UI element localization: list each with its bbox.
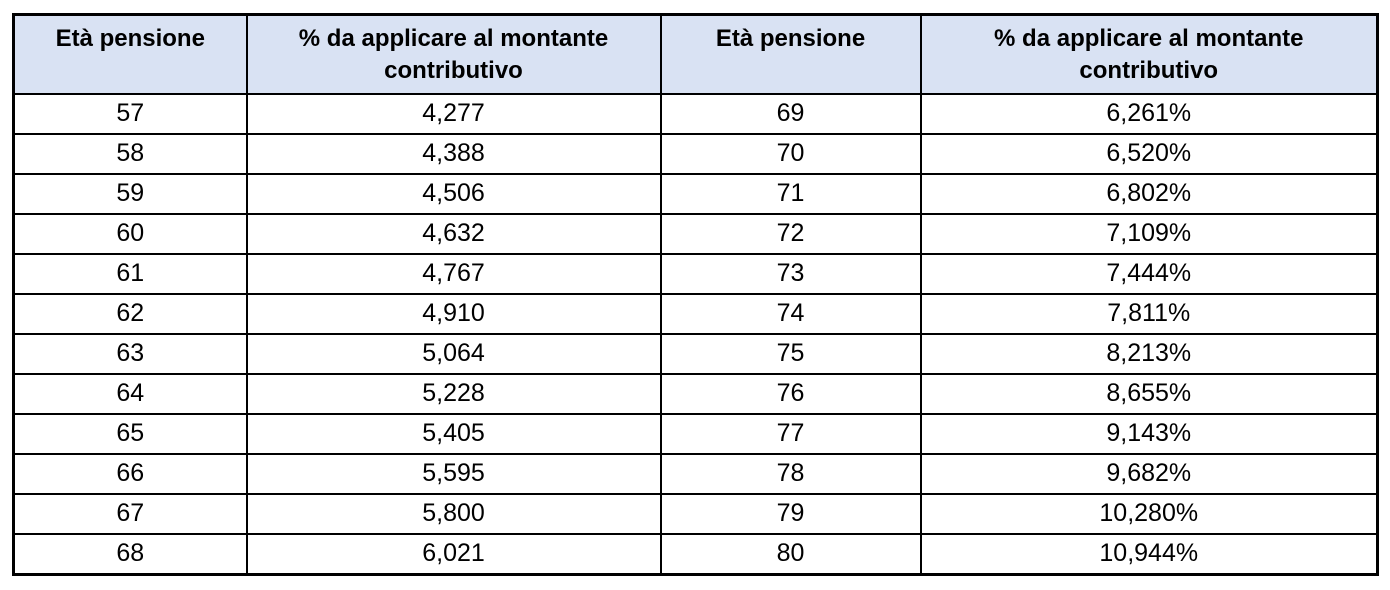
pension-coefficients-table: Età pensione % da applicare al montante … [12,13,1379,576]
table-row: 68 6,021 80 10,944% [12,532,1379,576]
cell-age-left: 66 [12,452,248,495]
cell-coeff-right: 9,143% [919,412,1379,455]
cell-age-right: 70 [659,132,922,175]
table-row: 59 4,506 71 6,802% [12,172,1379,215]
cell-age-right: 73 [659,252,922,295]
table-header-row: Età pensione % da applicare al montante … [12,13,1379,95]
cell-age-left: 64 [12,372,248,415]
table-row: 65 5,405 77 9,143% [12,412,1379,455]
table-row: 67 5,800 79 10,280% [12,492,1379,535]
table-row: 62 4,910 74 7,811% [12,292,1379,335]
cell-age-left: 62 [12,292,248,335]
cell-age-left: 68 [12,532,248,576]
table-row: 64 5,228 76 8,655% [12,372,1379,415]
cell-age-right: 71 [659,172,922,215]
header-eta-pensione-left: Età pensione [12,13,248,95]
cell-coeff-right: 9,682% [919,452,1379,495]
cell-age-right: 80 [659,532,922,576]
cell-age-left: 57 [12,92,248,135]
table-body: 57 4,277 69 6,261% 58 4,388 70 6,520% 59… [12,92,1379,576]
cell-age-left: 58 [12,132,248,175]
cell-age-right: 78 [659,452,922,495]
cell-coeff-left: 5,595 [245,452,662,495]
cell-coeff-left: 4,632 [245,212,662,255]
cell-age-left: 67 [12,492,248,535]
cell-age-left: 59 [12,172,248,215]
cell-age-right: 77 [659,412,922,455]
cell-coeff-right: 10,280% [919,492,1379,535]
cell-coeff-right: 10,944% [919,532,1379,576]
cell-age-left: 60 [12,212,248,255]
cell-age-right: 72 [659,212,922,255]
cell-coeff-left: 4,767 [245,252,662,295]
header-percent-left: % da applicare al montante contributivo [245,13,662,95]
cell-coeff-right: 7,444% [919,252,1379,295]
cell-age-right: 75 [659,332,922,375]
cell-coeff-right: 8,213% [919,332,1379,375]
cell-coeff-right: 8,655% [919,372,1379,415]
cell-coeff-right: 6,520% [919,132,1379,175]
cell-coeff-left: 5,405 [245,412,662,455]
table-row: 58 4,388 70 6,520% [12,132,1379,175]
cell-age-right: 79 [659,492,922,535]
cell-age-left: 65 [12,412,248,455]
cell-coeff-right: 6,261% [919,92,1379,135]
cell-coeff-right: 6,802% [919,172,1379,215]
cell-coeff-left: 6,021 [245,532,662,576]
cell-coeff-left: 4,910 [245,292,662,335]
cell-coeff-left: 4,277 [245,92,662,135]
table-row: 61 4,767 73 7,444% [12,252,1379,295]
cell-age-right: 69 [659,92,922,135]
cell-coeff-left: 5,228 [245,372,662,415]
table-row: 60 4,632 72 7,109% [12,212,1379,255]
cell-coeff-left: 4,506 [245,172,662,215]
cell-coeff-right: 7,811% [919,292,1379,335]
cell-coeff-left: 5,800 [245,492,662,535]
cell-coeff-left: 4,388 [245,132,662,175]
cell-coeff-left: 5,064 [245,332,662,375]
cell-age-left: 61 [12,252,248,295]
table-row: 63 5,064 75 8,213% [12,332,1379,375]
cell-age-left: 63 [12,332,248,375]
header-eta-pensione-right: Età pensione [659,13,922,95]
cell-coeff-right: 7,109% [919,212,1379,255]
table-row: 57 4,277 69 6,261% [12,92,1379,135]
table-row: 66 5,595 78 9,682% [12,452,1379,495]
cell-age-right: 76 [659,372,922,415]
cell-age-right: 74 [659,292,922,335]
header-percent-right: % da applicare al montante contributivo [919,13,1379,95]
